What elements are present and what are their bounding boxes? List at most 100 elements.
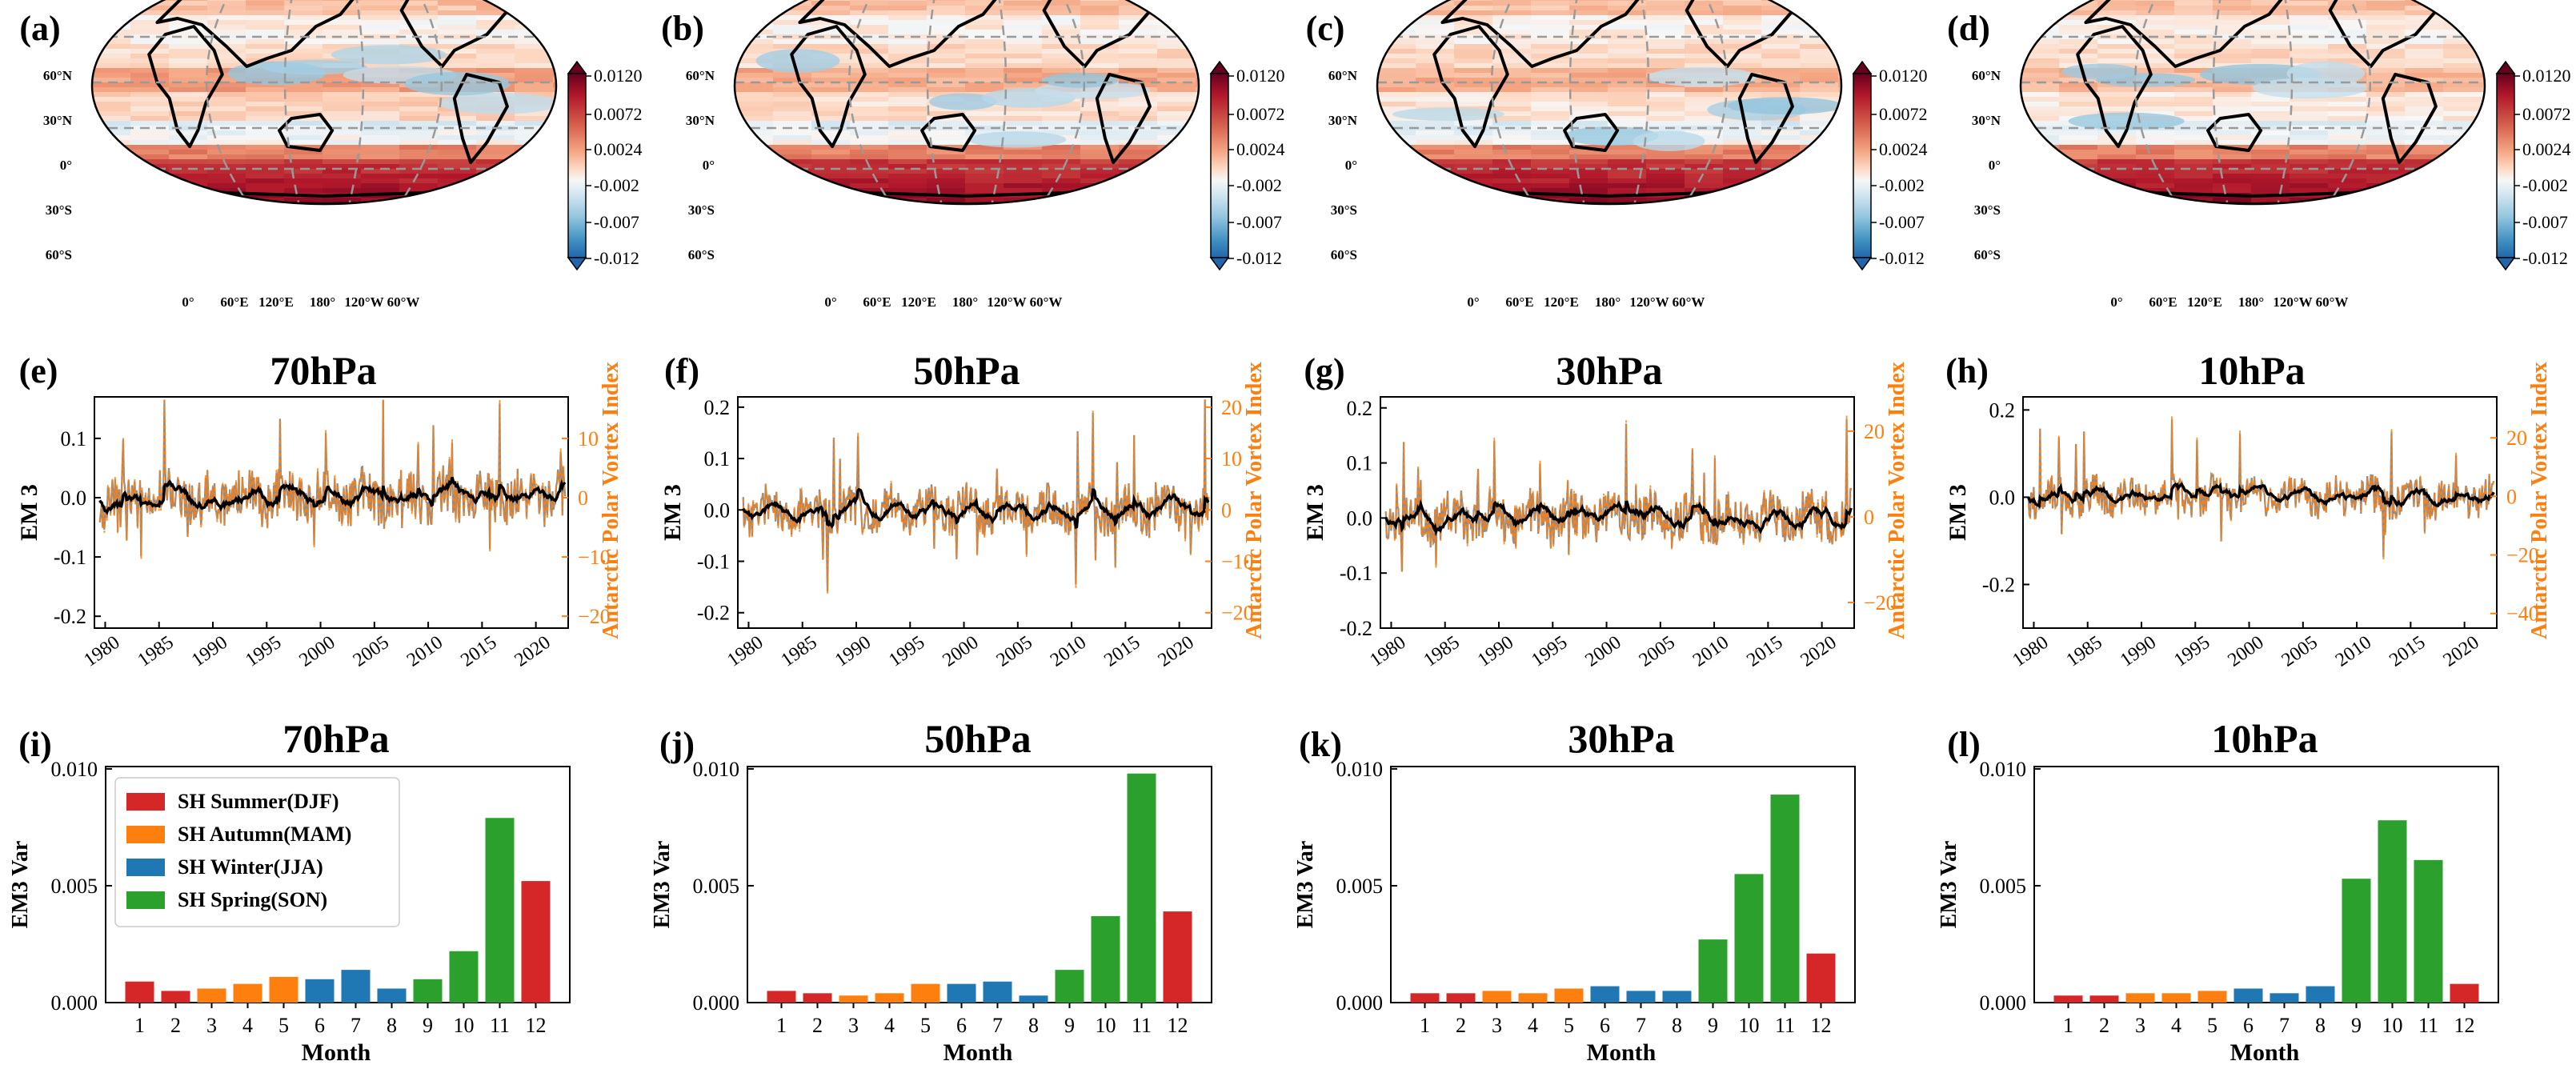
map-cell: [2443, 126, 2482, 131]
map-cell: [811, 198, 851, 203]
map-cell: [850, 111, 889, 117]
map-cell: [965, 188, 1004, 194]
map-cell: [1004, 150, 1043, 155]
map-cell: [2482, 58, 2485, 64]
map-cell: [850, 54, 889, 59]
panel-label: (c): [1306, 9, 1345, 48]
map-cell: [130, 174, 170, 179]
y-tick-label: -0.2: [54, 605, 86, 628]
map-cell: [1416, 73, 1455, 78]
map-cell: [1004, 20, 1043, 26]
map-cell: [2021, 54, 2060, 59]
map-cell: [1685, 6, 1724, 11]
map-cell: [1119, 150, 1158, 155]
x-axis-label: Month: [2230, 1039, 2300, 1066]
y-tick-label: 0.2: [1347, 397, 1373, 420]
map-cell: [1646, 15, 1685, 21]
map-cell: [1119, 159, 1158, 165]
map-cell: [2174, 6, 2213, 11]
map-cell: [2366, 34, 2406, 40]
map-cell: [361, 183, 400, 189]
map-cell: [1119, 49, 1158, 54]
map-cell: [361, 102, 400, 107]
map-cell: [2366, 193, 2406, 198]
map-cell: [130, 102, 170, 107]
map-cell: [1685, 202, 1724, 204]
lon-label: 180°: [2238, 294, 2264, 310]
map-cell: [2059, 188, 2098, 194]
lon-gridline: [2212, 0, 2229, 203]
map-cell: [1761, 130, 1801, 136]
map-cell: [1761, 150, 1801, 155]
map-cell: [2021, 111, 2060, 117]
bar-month-3: [2125, 993, 2155, 1003]
map-cell: [2443, 130, 2482, 136]
panel-label: (h): [1945, 351, 1989, 390]
map-cell: [1157, 188, 1196, 194]
map-cell: [2174, 10, 2213, 16]
x-tick-label: 11: [1775, 1014, 1795, 1037]
map-border: [733, 0, 1200, 206]
map-cell: [2059, 202, 2098, 204]
map-cell: [850, 68, 889, 74]
bar-month-1: [2053, 995, 2083, 1003]
map-cell: [361, 145, 400, 150]
map-cell: [1800, 1, 1839, 6]
maps-row: (a)70hPa60°N30°N0°30°S60°S0°60°E120°E180…: [19, 0, 2571, 310]
map-cell: [811, 164, 851, 170]
map-cell: [169, 193, 208, 198]
map-cell: [1800, 178, 1839, 184]
x-tick-label: 4: [242, 1014, 253, 1037]
y-tick-label: 0.0: [1989, 486, 2016, 509]
map-cell: [2366, 150, 2406, 155]
map-cell: [965, 82, 1004, 88]
map-cell: [1531, 68, 1570, 74]
anomaly-blob: [1042, 72, 1118, 88]
map-cell: [1157, 49, 1196, 54]
map-cell: [735, 92, 774, 98]
map-cell: [1080, 193, 1120, 198]
map-cell: [2405, 140, 2444, 146]
map-cell: [1569, 78, 1608, 83]
map-cell: [1608, 92, 1647, 98]
map-cell: [476, 140, 515, 146]
map-cell: [476, 25, 515, 30]
map-cell: [2405, 68, 2444, 74]
map-cell: [1569, 39, 1608, 45]
map-cell: [1646, 174, 1685, 179]
lat-label: 60°S: [1974, 247, 2001, 262]
map-cell: [553, 39, 556, 45]
map-cell: [1080, 126, 1120, 131]
map-cell: [735, 198, 774, 203]
map-cell: [130, 44, 170, 50]
map-cell: [773, 111, 812, 117]
bar-month-8: [1662, 991, 1692, 1003]
map-cell: [1761, 188, 1801, 194]
map-cell: [1761, 25, 1801, 30]
map-cell: [2328, 102, 2367, 107]
map-cell: [1531, 164, 1570, 170]
map-cell: [1531, 34, 1570, 40]
map-cell: [2443, 87, 2482, 93]
map-cell: [1454, 6, 1493, 11]
map-cell: [1608, 121, 1647, 126]
map-cell: [246, 25, 285, 30]
panel-label: (a): [19, 9, 60, 48]
map-cell: [1646, 102, 1685, 107]
map-cell: [246, 135, 285, 141]
map-cell: [2097, 44, 2137, 50]
map-cell: [438, 0, 477, 2]
map-cell: [927, 150, 966, 155]
map-cell: [2443, 198, 2482, 203]
map-cell: [169, 198, 208, 203]
map-cell: [1608, 49, 1647, 54]
map-cell: [2251, 154, 2290, 160]
map-cell: [2174, 1, 2213, 6]
map-cell: [735, 10, 774, 16]
map-cell: [927, 6, 966, 11]
map-cell: [773, 102, 812, 107]
map-cell: [2405, 121, 2444, 126]
panel-title: 50hPa: [924, 716, 1031, 761]
map-cell: [2097, 198, 2137, 203]
map-cell: [1761, 30, 1801, 35]
